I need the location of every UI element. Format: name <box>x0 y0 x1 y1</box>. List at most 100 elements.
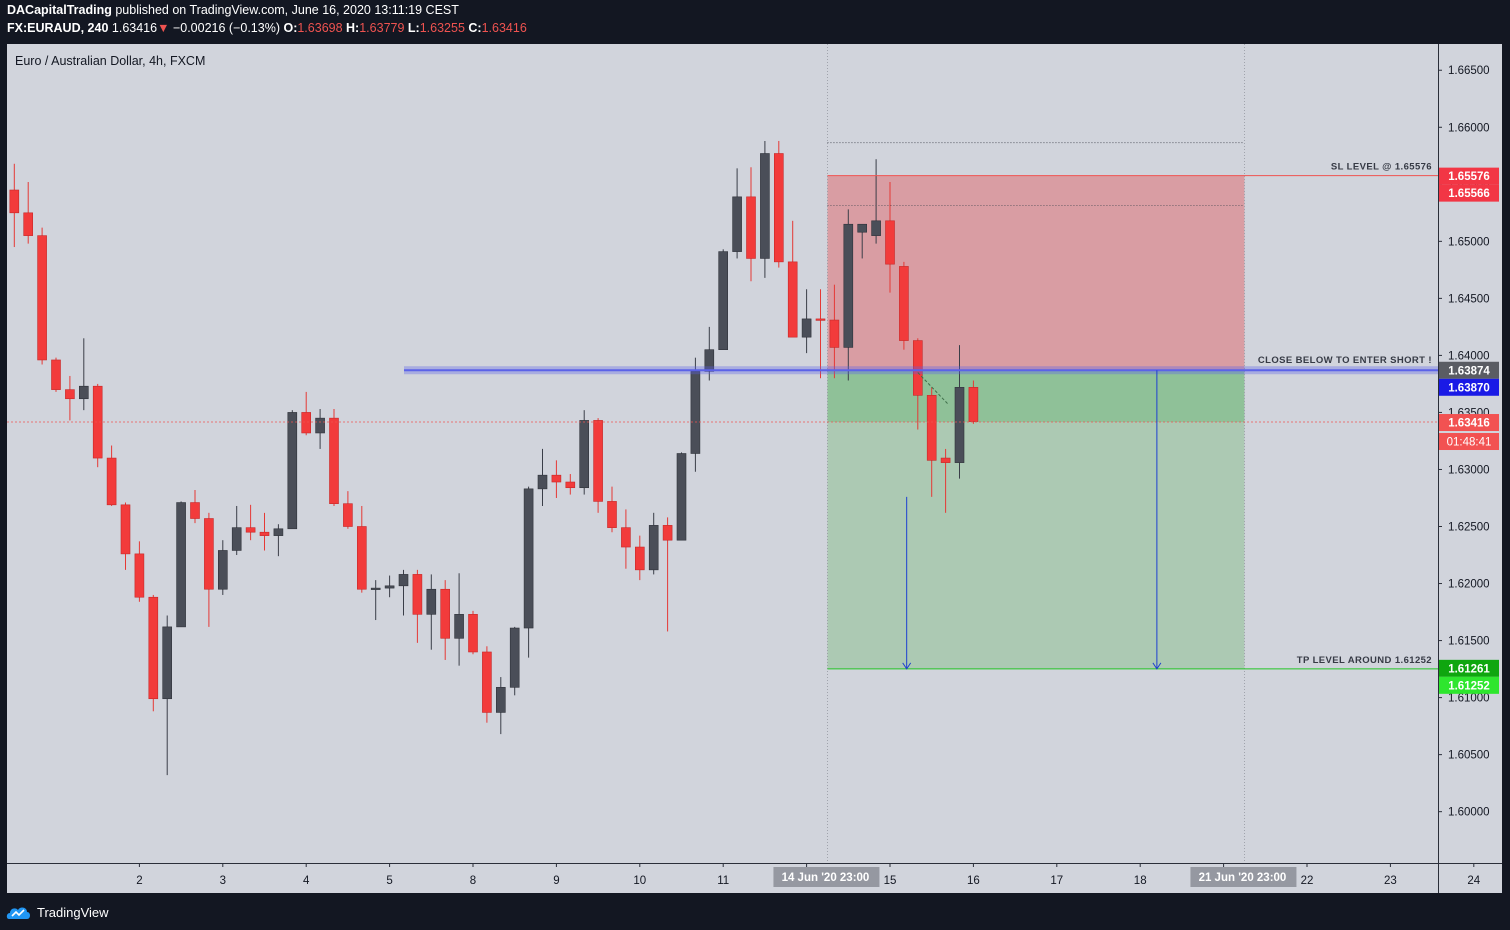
candle-up[interactable] <box>426 574 437 650</box>
range-start-date-tag[interactable]: 14 Jun '20 23:00 <box>773 867 880 887</box>
candle-down[interactable] <box>482 646 492 723</box>
candle-up[interactable] <box>273 524 284 557</box>
price-tag[interactable]: 1.61252 <box>1439 676 1499 694</box>
candle-down[interactable] <box>787 220 798 338</box>
candle-body <box>440 588 451 639</box>
candle-up[interactable] <box>718 249 729 350</box>
candle-down[interactable] <box>245 504 256 541</box>
candle-down[interactable] <box>829 284 840 379</box>
candle-down[interactable] <box>746 167 756 282</box>
candle-up[interactable] <box>176 501 186 628</box>
price-tag[interactable]: 1.65576 <box>1439 167 1499 185</box>
candle-down[interactable] <box>440 580 451 660</box>
candle-up[interactable] <box>454 573 464 666</box>
candle-down[interactable] <box>926 387 937 497</box>
price-tag[interactable]: 1.65566 <box>1439 184 1499 202</box>
candle-up[interactable] <box>690 357 701 472</box>
tradingview-logo[interactable]: TradingView <box>6 902 109 922</box>
candle-up[interactable] <box>648 512 659 575</box>
candle-down[interactable] <box>190 490 200 524</box>
range-start-date-tag-label: 14 Jun '20 23:00 <box>782 872 870 884</box>
candle-up[interactable] <box>231 505 242 556</box>
candle-up[interactable] <box>732 168 742 259</box>
candle-up[interactable] <box>954 345 965 479</box>
candle-down[interactable] <box>65 375 75 421</box>
candle-up[interactable] <box>162 615 172 776</box>
candle-down[interactable] <box>51 357 61 392</box>
candle-up[interactable] <box>398 569 409 616</box>
candle-down[interactable] <box>204 512 214 627</box>
price-tag[interactable]: 1.63874 <box>1439 361 1499 379</box>
candle-down[interactable] <box>912 338 923 430</box>
candle-up[interactable] <box>509 626 520 696</box>
candle-down[interactable] <box>940 448 951 513</box>
candle-down[interactable] <box>343 491 353 529</box>
candle-down[interactable] <box>621 509 631 569</box>
price-tick-label: 1.64000 <box>1448 350 1490 362</box>
candle-down[interactable] <box>885 182 895 293</box>
candle-up[interactable] <box>315 409 325 449</box>
author-name[interactable]: DACapitalTrading <box>7 3 112 17</box>
time-tick-label: 9 <box>553 875 559 887</box>
close-label: C: <box>468 21 482 35</box>
candle-down[interactable] <box>134 541 145 602</box>
candle-down[interactable] <box>607 486 617 533</box>
candle-body <box>329 417 339 504</box>
candle-down[interactable] <box>301 391 312 436</box>
candle-down[interactable] <box>593 418 603 513</box>
candle-up[interactable] <box>801 289 812 354</box>
candle-down[interactable] <box>329 409 339 506</box>
candle-body <box>120 504 131 555</box>
candle-up[interactable] <box>760 140 770 278</box>
candle-up[interactable] <box>537 448 548 506</box>
candle-up[interactable] <box>523 486 534 658</box>
range-end-date-tag[interactable]: 21 Jun '20 23:00 <box>1190 867 1297 887</box>
candle-down[interactable] <box>634 535 645 581</box>
candle-up[interactable] <box>370 580 381 621</box>
candle-up[interactable] <box>218 540 228 595</box>
candle-body <box>773 153 784 263</box>
price-axis[interactable] <box>1438 44 1502 863</box>
price-tag[interactable]: 1.63870 <box>1439 378 1499 396</box>
close-value: 1.63416 <box>481 21 527 35</box>
candle-down[interactable] <box>968 380 979 424</box>
price-tag[interactable]: 1.61261 <box>1439 659 1499 677</box>
time-tick-label: 8 <box>470 875 476 887</box>
candle-up[interactable] <box>871 159 881 244</box>
candle-down[interactable] <box>120 502 131 570</box>
candle-up[interactable] <box>579 410 590 495</box>
candle-body <box>398 574 409 587</box>
price-tag[interactable]: 1.63416 <box>1439 414 1499 432</box>
time-tick-label: 15 <box>884 875 897 887</box>
candle-down[interactable] <box>412 569 423 643</box>
candle-down[interactable] <box>106 445 117 506</box>
candle-up[interactable] <box>857 223 868 259</box>
candle-up[interactable] <box>79 338 89 411</box>
candle-down[interactable] <box>468 610 478 655</box>
candle-down[interactable] <box>92 383 103 468</box>
candle-up[interactable] <box>287 410 298 530</box>
candle-down[interactable] <box>356 505 367 593</box>
candle-body <box>343 503 353 527</box>
candle-up[interactable] <box>704 326 715 381</box>
candle-down[interactable] <box>37 227 47 365</box>
stop-loss-zone[interactable] <box>827 175 1245 371</box>
candle-down[interactable] <box>551 460 562 498</box>
candle-down[interactable] <box>815 289 826 379</box>
candle-down[interactable] <box>565 474 576 495</box>
time-tick-label: 17 <box>1050 875 1063 887</box>
candle-up[interactable] <box>384 575 395 598</box>
candle-down[interactable] <box>9 163 20 248</box>
candle-down[interactable] <box>773 140 784 268</box>
candle-up[interactable] <box>676 452 687 541</box>
candle-body <box>92 385 103 459</box>
high-label: H: <box>346 21 360 35</box>
candle-down[interactable] <box>662 517 673 632</box>
candle-up[interactable] <box>843 209 854 381</box>
candle-down[interactable] <box>259 512 270 551</box>
candle-up[interactable] <box>495 677 506 735</box>
candle-down[interactable] <box>148 594 159 712</box>
candle-down[interactable] <box>899 261 909 350</box>
candle-down[interactable] <box>23 182 34 244</box>
